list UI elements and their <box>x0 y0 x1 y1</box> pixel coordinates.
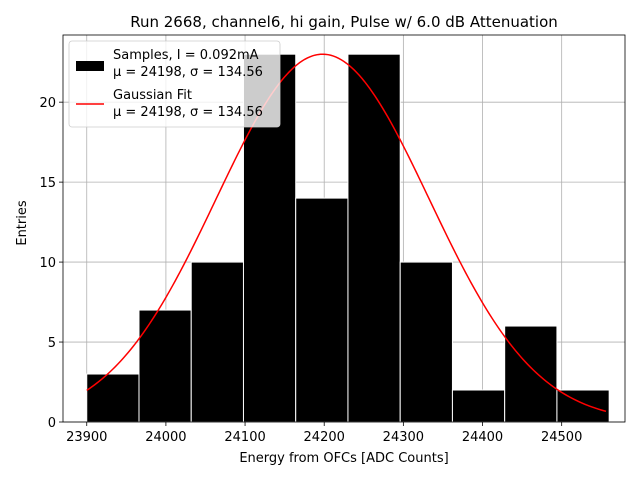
legend-box <box>68 40 281 128</box>
histogram-bar <box>86 373 140 423</box>
gaussian-fit-curve <box>86 53 607 413</box>
x-axis-ticks: 23900 24000 24100 24200 24300 24400 24500 <box>66 422 582 445</box>
x-tick-label: 24500 <box>541 430 582 445</box>
x-axis-label: Energy from OFCs [ADC Counts] <box>239 451 448 466</box>
x-tick-label: 24400 <box>462 430 503 445</box>
y-axis-ticks: 0 5 10 15 20 <box>39 96 63 431</box>
histogram-bar <box>347 53 401 423</box>
legend: Samples, I = 0.092mA μ = 24198, σ = 134.… <box>68 40 281 128</box>
y-tick-label: 15 <box>39 176 56 191</box>
axes-frame <box>62 34 626 423</box>
y-tick-label: 10 <box>39 256 56 271</box>
legend-histogram-label: Samples, I = 0.092mA <box>113 48 259 63</box>
chart-title: Run 2668, channel6, hi gain, Pulse w/ 6.… <box>130 13 558 31</box>
histogram-bar <box>138 309 192 423</box>
histogram-bar <box>295 197 349 423</box>
legend-histogram-stats: μ = 24198, σ = 134.56 <box>113 65 263 80</box>
histogram-bar <box>190 261 244 423</box>
x-tick-label: 24300 <box>383 430 424 445</box>
legend-fit-stats: μ = 24198, σ = 134.56 <box>113 105 263 120</box>
x-tick-label: 24000 <box>145 430 186 445</box>
histogram-bar <box>451 389 506 423</box>
y-tick-label: 5 <box>48 336 56 351</box>
y-axis-label: Entries <box>15 200 30 246</box>
x-tick-label: 24200 <box>304 430 345 445</box>
y-tick-label: 20 <box>39 96 56 111</box>
histogram-bar <box>399 261 453 423</box>
x-tick-label: 23900 <box>66 430 107 445</box>
histogram-bar <box>504 325 558 423</box>
x-tick-label: 24100 <box>224 430 265 445</box>
legend-fit-label: Gaussian Fit <box>113 88 192 103</box>
legend-histogram-swatch <box>76 61 104 71</box>
y-tick-label: 0 <box>48 416 56 431</box>
